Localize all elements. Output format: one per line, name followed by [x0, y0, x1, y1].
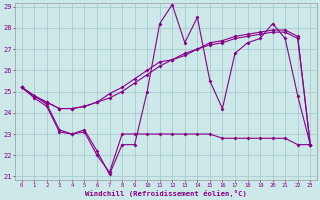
X-axis label: Windchill (Refroidissement éolien,°C): Windchill (Refroidissement éolien,°C) — [85, 190, 247, 197]
